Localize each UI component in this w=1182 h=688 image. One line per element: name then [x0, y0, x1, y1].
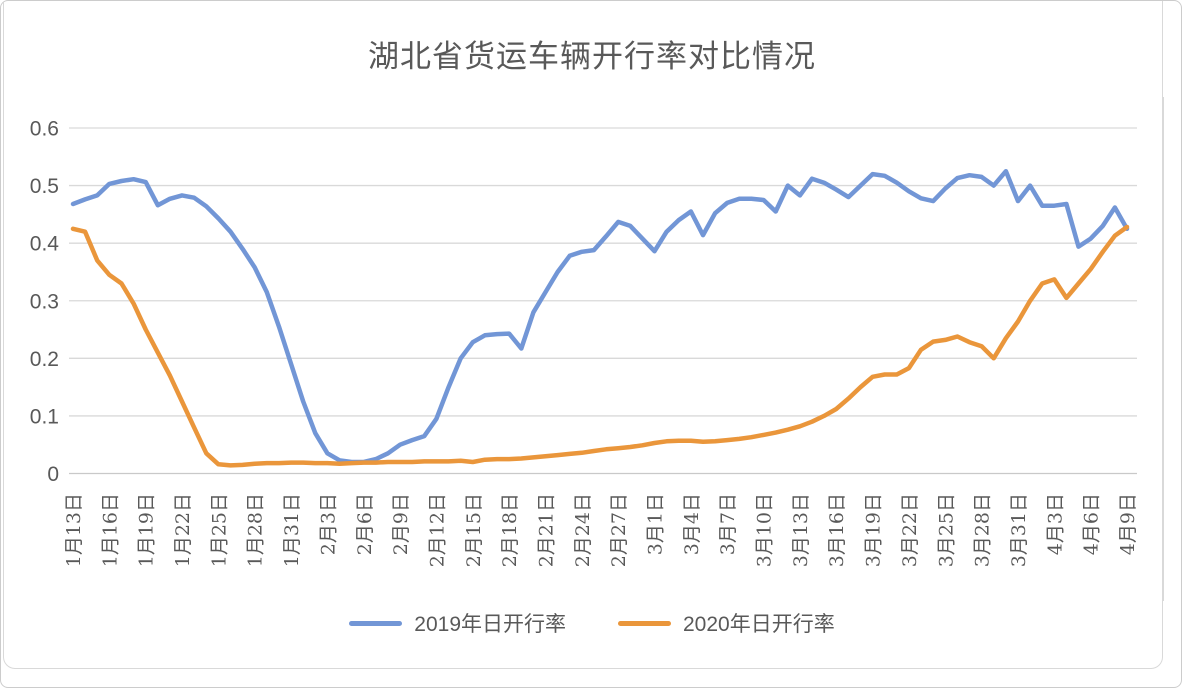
x-tick-label: 2月18日	[499, 493, 521, 567]
legend: 2019年日开行率 2020年日开行率	[1, 602, 1181, 644]
x-tick-label: 1月22日	[172, 493, 194, 567]
x-tick-label: 3月25日	[935, 493, 957, 567]
x-tick-label: 3月10日	[754, 493, 776, 567]
x-tick-label: 2月12日	[426, 493, 448, 567]
x-tick-label: 3月1日	[645, 493, 667, 555]
chart-title: 湖北省货运车辆开行率对比情况	[368, 39, 816, 75]
x-tick-label: 3月13日	[790, 493, 812, 567]
legend-line-swatch-2019	[349, 620, 403, 626]
x-tick-label: 2月3日	[317, 493, 339, 555]
y-tick-label: 0.5	[30, 175, 59, 198]
y-tick-label: 0.3	[30, 290, 59, 313]
x-tick-label: 4月9日	[1117, 493, 1139, 555]
x-tick-label: 3月28日	[972, 493, 994, 567]
x-tick-label: 1月31日	[281, 493, 303, 567]
y-tick-label: 0.1	[30, 405, 59, 428]
x-tick-label: 3月4日	[681, 493, 703, 555]
x-tick-label: 2月27日	[608, 493, 630, 567]
legend-line-swatch-2020	[618, 620, 671, 626]
legend-label-2019: 2019年日开行率	[414, 613, 566, 636]
x-tick-label: 2月15日	[463, 493, 485, 567]
series-line-2019	[70, 168, 1130, 465]
x-tick-label: 2月24日	[572, 493, 594, 567]
x-tick-label: 4月6日	[1081, 493, 1103, 555]
x-tick-label: 3月31日	[1008, 493, 1030, 567]
y-tick-label: 0	[47, 463, 59, 486]
series-line-2020	[70, 224, 1130, 468]
legend-item-2019: 2019年日开行率	[349, 608, 566, 638]
x-tick-label: 4月3日	[1044, 493, 1066, 555]
x-tick-label: 1月25日	[208, 493, 230, 567]
x-tick-label: 1月28日	[245, 493, 267, 567]
x-tick-label: 1月19日	[136, 493, 158, 567]
x-tick-label: 2月9日	[390, 493, 412, 555]
x-tick-label: 3月22日	[899, 493, 921, 567]
y-tick-label: 0.2	[30, 348, 59, 371]
x-tick-label: 2月6日	[354, 493, 376, 555]
x-tick-label: 1月16日	[99, 493, 121, 567]
x-tick-label: 1月13日	[63, 493, 85, 567]
x-tick-label: 2月21日	[535, 493, 557, 567]
x-tick-label: 3月7日	[717, 493, 739, 555]
y-tick-label: 0.6	[30, 118, 59, 141]
x-tick-label: 3月16日	[826, 493, 848, 567]
legend-label-2020: 2020年日开行率	[683, 613, 835, 636]
y-tick-label: 0.4	[30, 233, 60, 256]
x-tick-label: 3月19日	[863, 493, 885, 567]
legend-item-2020: 2020年日开行率	[618, 608, 835, 638]
